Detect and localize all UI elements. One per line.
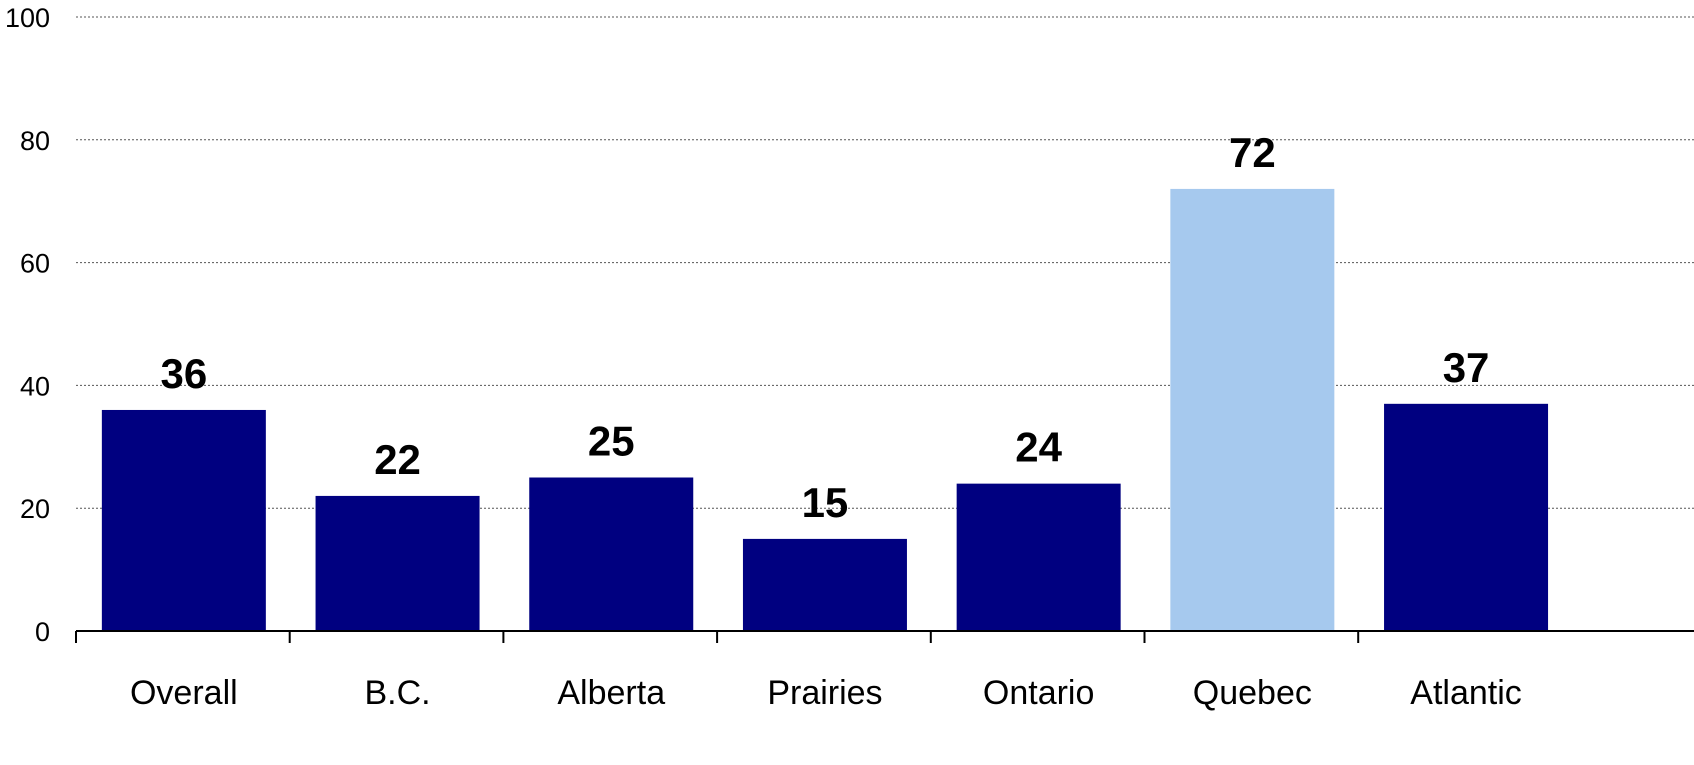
y-tick-label: 20	[20, 494, 50, 524]
y-tick-label: 0	[35, 617, 50, 647]
bar-quebec	[1170, 188, 1335, 632]
data-label: 25	[588, 418, 635, 465]
category-label: Alberta	[557, 674, 665, 712]
bar-overall	[101, 409, 266, 631]
bar-ontario	[956, 483, 1121, 631]
data-label: 37	[1443, 344, 1490, 391]
bar-alberta	[529, 477, 694, 631]
data-label: 36	[160, 350, 207, 397]
y-tick-label: 60	[20, 249, 50, 279]
data-label: 72	[1229, 129, 1276, 176]
x-axis-tick-marks	[75, 631, 1360, 643]
category-label: Overall	[130, 674, 238, 712]
x-axis-category-labels: Overall B.C. Alberta Prairies Ontario Quebec A…	[130, 674, 1522, 712]
data-label: 24	[1015, 424, 1062, 471]
data-labels: 36 22 25 15 24 72 37	[160, 129, 1489, 526]
bar-prairies	[742, 538, 907, 631]
category-label: Prairies	[767, 674, 882, 712]
y-tick-label: 100	[5, 3, 50, 33]
category-label: Ontario	[983, 674, 1095, 712]
bar-b-c	[315, 495, 480, 631]
data-label: 15	[802, 479, 849, 526]
category-label: Quebec	[1193, 674, 1312, 712]
data-label: 22	[374, 436, 421, 483]
y-tick-label: 80	[20, 126, 50, 156]
y-tick-label: 40	[20, 371, 50, 401]
y-axis-tick-labels: 0 20 40 60 80 100	[5, 3, 50, 647]
category-label: B.C.	[364, 674, 430, 712]
bar-atlantic	[1384, 403, 1549, 631]
bars	[101, 188, 1549, 632]
category-label: Atlantic	[1410, 674, 1522, 712]
